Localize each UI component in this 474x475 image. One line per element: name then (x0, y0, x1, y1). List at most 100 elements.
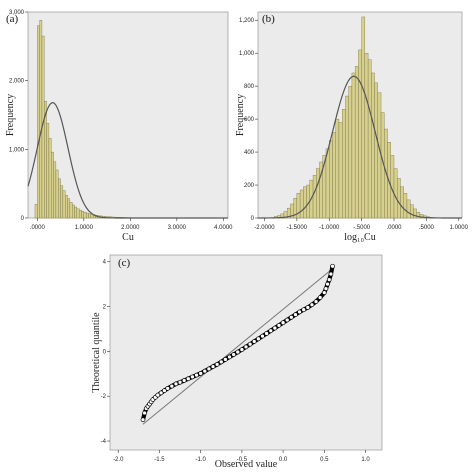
histogram-bar (37, 25, 40, 219)
qq-plot-panel: -2.0 -1.5 -1.0 -0.5 0.0 0.5 1.0 -4 -2 0 2 4 Observed… (91, 254, 383, 470)
histogram-bar (316, 168, 320, 219)
y-tick-label: 4 (103, 260, 107, 266)
qq-point (181, 378, 187, 383)
qq-point (284, 317, 290, 323)
y-tick-label: 3,000 (9, 10, 25, 16)
normal-curve (258, 75, 462, 219)
qq-point (326, 277, 332, 283)
histogram-bar (371, 72, 375, 219)
y-tick-label: 1,000 (9, 147, 25, 153)
histogram-bar (34, 204, 38, 219)
histogram-bar (358, 49, 362, 219)
qq-point (247, 341, 253, 347)
qq-point (297, 309, 302, 315)
histogram-bar (72, 204, 75, 219)
histogram-bar (67, 198, 71, 219)
x-tick-label: -.5000 (353, 225, 371, 231)
plot-area (27, 11, 229, 219)
histogram-bar (51, 151, 54, 219)
qq-point (276, 323, 282, 328)
panel-label: (a) (6, 13, 19, 25)
histogram-bar (76, 208, 80, 219)
histogram-bar (348, 85, 353, 219)
qq-point (239, 347, 245, 352)
y-axis-label: Theoretical quantile (91, 312, 102, 393)
qq-point (173, 381, 179, 387)
histogram-bar (354, 66, 359, 219)
qq-point (323, 286, 329, 291)
histogram-bar (312, 174, 317, 219)
qq-point (251, 339, 257, 344)
qq-point (214, 362, 220, 367)
qq-point (325, 281, 330, 287)
histogram-log-cu-panel: -2.0000 -1.5000 -1.0000 -.5000 .0000 .5000 1.0… (235, 11, 469, 243)
qq-point (165, 386, 171, 391)
histogram-bar (303, 186, 307, 219)
x-tick-label: -1.0 (195, 457, 206, 463)
qq-point (293, 312, 298, 317)
histogram-bar (53, 161, 57, 219)
x-tick-label: 1.0000 (450, 225, 469, 231)
qq-point (330, 263, 335, 269)
histogram-bar (69, 202, 73, 219)
histogram-bar (329, 140, 333, 219)
qq-point (309, 302, 315, 308)
histogram-bar (65, 195, 68, 219)
histogram-bar (83, 211, 87, 219)
qq-point (235, 349, 241, 355)
histogram-bar (325, 148, 330, 219)
histogram-bar (342, 109, 346, 219)
histogram-bar (81, 210, 84, 219)
qq-point (256, 336, 261, 342)
x-tick-label: .0000 (30, 225, 46, 231)
qq-point (158, 390, 164, 396)
y-tick-label: 2 (103, 305, 107, 311)
y-axis-label: Frequency (235, 94, 246, 136)
histogram-bar (403, 193, 408, 219)
x-tick-label: .0000 (386, 225, 402, 231)
x-tick-label: -2.0 (113, 457, 124, 463)
histogram-bar (413, 208, 417, 219)
qq-point (313, 299, 319, 304)
y-tick-label: -2 (101, 394, 107, 400)
x-tick-label: 1.0000 (75, 225, 94, 231)
histogram-bar (332, 132, 336, 219)
y-tick-label: 2,000 (9, 79, 25, 85)
histogram-cu-panel: .0000 1.0000 2.0000 3.0000 4.0000 0 1,000 2,000… (5, 10, 233, 243)
x-tick-label: 1.0 (361, 457, 370, 463)
qq-point (142, 410, 147, 416)
y-tick-label: 1,200 (239, 18, 255, 24)
qq-point (227, 354, 232, 360)
histogram-bar (55, 169, 59, 219)
x-axis-label: log₁₀Cu (344, 232, 375, 243)
y-tick-label: 800 (244, 84, 255, 90)
x-tick-label: .5000 (419, 225, 435, 231)
y-tick-label: 1,000 (239, 51, 255, 57)
qq-point (223, 357, 228, 362)
qq-point (243, 344, 249, 350)
histogram-bar (58, 178, 61, 219)
qq-point (288, 314, 294, 320)
y-tick-label: 600 (244, 117, 255, 123)
histogram-bar (393, 168, 398, 219)
histogram-bar (85, 212, 89, 219)
y-tick-label: 400 (244, 150, 255, 156)
qq-point (206, 366, 212, 372)
qq-point (317, 295, 323, 300)
x-tick-label: 2.0000 (121, 225, 140, 231)
qq-point (155, 392, 161, 398)
x-tick-label: -0.5 (237, 457, 248, 463)
histogram-bar (364, 53, 369, 219)
x-tick-label: 0.0 (279, 457, 288, 463)
y-tick-label: 200 (244, 183, 255, 189)
x-tick-label: 3.0000 (168, 225, 187, 231)
qq-point (185, 376, 191, 382)
qq-point (194, 372, 199, 378)
histogram-bar (46, 123, 50, 219)
qq-point (190, 374, 195, 380)
histogram-bar (48, 138, 52, 219)
qq-point (202, 368, 208, 374)
x-axis-label: Observed value (215, 459, 278, 470)
y-tick-label: 0 (21, 216, 25, 222)
